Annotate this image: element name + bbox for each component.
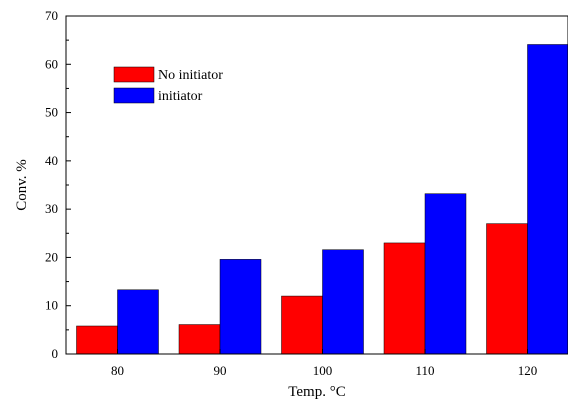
bar-initiator-80: [117, 289, 159, 355]
y-tick-label: 20: [45, 249, 58, 264]
legend-swatch-no-initiator: [113, 66, 155, 83]
legend-label-initiator: initiator: [158, 89, 203, 104]
bar-no-initiator-90: [178, 324, 221, 355]
y-axis-title: Conv. %: [14, 159, 30, 211]
y-tick-label: 70: [45, 8, 58, 23]
bar-initiator-90: [219, 259, 262, 355]
y-tick-label: 10: [45, 298, 58, 313]
legend-swatch-initiator: [113, 87, 155, 104]
x-tick-label: 100: [313, 363, 333, 378]
legend-label-no-initiator: No initiator: [158, 68, 223, 83]
y-tick-label: 30: [45, 201, 58, 216]
y-tick-label: 40: [45, 153, 58, 168]
x-tick-label: 90: [214, 363, 227, 378]
y-tick-label: 50: [45, 105, 58, 120]
bar-initiator-120: [527, 44, 568, 355]
x-tick-label: 110: [415, 363, 434, 378]
bar-no-initiator-80: [76, 325, 118, 355]
bar-no-initiator-100: [281, 295, 323, 355]
bar-no-initiator-120: [486, 223, 528, 355]
x-axis-title: Temp. °C: [288, 384, 345, 400]
x-tick-label: 80: [111, 363, 124, 378]
x-tick-label: 120: [518, 363, 538, 378]
legend: No initiator initiator: [113, 66, 223, 104]
bar-initiator-110: [424, 193, 467, 355]
y-tick-label: 60: [45, 56, 58, 71]
y-tick-label: 0: [52, 346, 59, 361]
bar-no-initiator-110: [383, 242, 426, 355]
ticks-group: 0 10 20 30 40 50 60 70 80 90 100 110 120: [45, 8, 537, 378]
bars-group: [76, 44, 568, 355]
bar-initiator-100: [322, 249, 364, 355]
